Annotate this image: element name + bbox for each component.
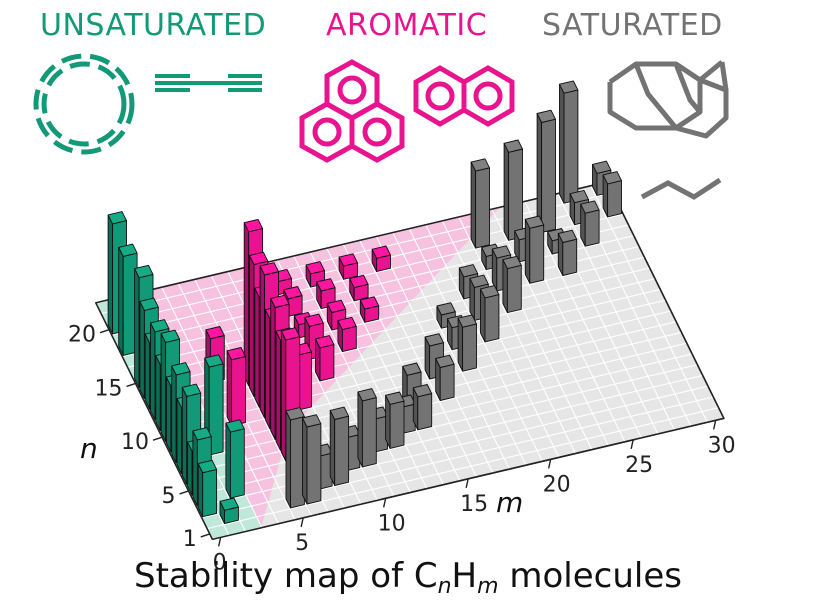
bar-aromatic-m14-n20 (338, 253, 358, 280)
chart-bars (107, 80, 622, 524)
n-tick-label-15: 15 (95, 376, 123, 401)
m-tick-30 (712, 420, 717, 430)
alkane-zigzag-icon (640, 177, 722, 200)
n-tick-20 (99, 329, 110, 334)
bar-saturated-m16-n8 (435, 354, 455, 401)
naphthalene-icon (413, 65, 515, 127)
bar-saturated-m22-n14 (502, 255, 522, 314)
bar-aromatic-m10-n12 (315, 335, 335, 382)
n-axis-label: n (80, 432, 98, 465)
n-tick-5 (179, 490, 189, 495)
m-axis-label: m (496, 486, 523, 519)
n-tick-1 (200, 533, 210, 538)
unsaturated-label: UNSATURATED (40, 8, 267, 43)
n-tick-10 (152, 436, 163, 441)
bar-saturated-m28-n22 (559, 80, 579, 204)
n-tick-label-1: 1 (183, 527, 197, 552)
saturated-label: SATURATED (542, 8, 723, 43)
m-tick-20 (547, 459, 552, 469)
bar-aromatic-m12-n14 (337, 316, 357, 353)
caption-suffix: molecules (498, 556, 682, 596)
bar-saturated-m18-n10 (457, 314, 477, 372)
m-tick-0 (217, 537, 222, 547)
bar-saturated-m14-n6 (412, 384, 433, 431)
m-tick-25 (630, 439, 634, 450)
bar-saturated-m28-n18 (580, 200, 600, 247)
cyclic-polyyne-ring-icon (33, 53, 135, 155)
bar-saturated-m24-n20 (503, 139, 523, 241)
bar-saturated-m20-n12 (480, 285, 500, 343)
bar-saturated-m12-n5 (385, 391, 405, 449)
n-axis-ticks: 15 10 15 20 (68, 323, 210, 552)
aromatic-label: AROMATIC (326, 8, 488, 43)
bar-saturated-m8-n3 (329, 406, 350, 486)
bar-unsaturated-m0-n18 (118, 243, 138, 356)
m-tick-label-15: 15 (460, 492, 488, 517)
m-tick-label-30: 30 (708, 433, 736, 458)
bar-saturated-m5-n2 (285, 407, 305, 509)
m-tick-label-10: 10 (378, 511, 406, 536)
n-tick-label-20: 20 (68, 323, 96, 348)
m-axis-ticks: 0 5 10 15 20 25 30 (213, 420, 736, 575)
bar-unsaturated-m2-n4 (225, 419, 245, 499)
bar-saturated-m26-n16 (557, 229, 578, 276)
n-tick-label-10: 10 (121, 430, 149, 455)
caption-mid: H (451, 556, 478, 596)
bar-aromatic-m14-n16 (359, 296, 380, 323)
bar-aromatic-m4-n10 (226, 347, 246, 427)
bar-saturated-m10-n4 (357, 388, 377, 468)
bar-unsaturated-m2-n8 (204, 354, 224, 456)
m-tick-15 (465, 478, 469, 489)
caption-sub-n: n (437, 574, 452, 599)
bar-aromatic-m16-n20 (371, 245, 391, 272)
bar-saturated-m6-n2 (302, 414, 322, 505)
caption-sub-m: m (477, 574, 499, 599)
bar-saturated-m26-n20 (536, 109, 556, 233)
bar-saturated-m30-n20 (602, 171, 622, 218)
adamantane-cage-icon (607, 60, 729, 139)
n-tick-15 (126, 382, 136, 388)
m-tick-10 (382, 498, 387, 508)
m-tick-label-20: 20 (543, 472, 571, 497)
bar-saturated-m24-n16 (524, 215, 545, 284)
bar-aromatic-m12-n18 (316, 278, 336, 310)
phenalene-icon (299, 59, 405, 163)
m-tick-label-5: 5 (295, 531, 309, 556)
linear-polyyne-chain-icon (155, 74, 262, 92)
bar-saturated-m22-n20 (470, 158, 490, 249)
caption-prefix: Stability map of C (134, 556, 438, 596)
n-tick-label-5: 5 (162, 484, 176, 509)
bar-unsaturated-m0-n3 (197, 459, 218, 518)
m-tick-label-0: 0 (213, 550, 227, 575)
bar-unsaturated-m1-n2 (219, 497, 239, 524)
m-tick-5 (300, 517, 304, 528)
m-tick-label-25: 25 (625, 453, 653, 478)
chart-caption: Stability map of CnHm molecules (0, 556, 816, 599)
bar-aromatic-m14-n18 (349, 274, 369, 302)
